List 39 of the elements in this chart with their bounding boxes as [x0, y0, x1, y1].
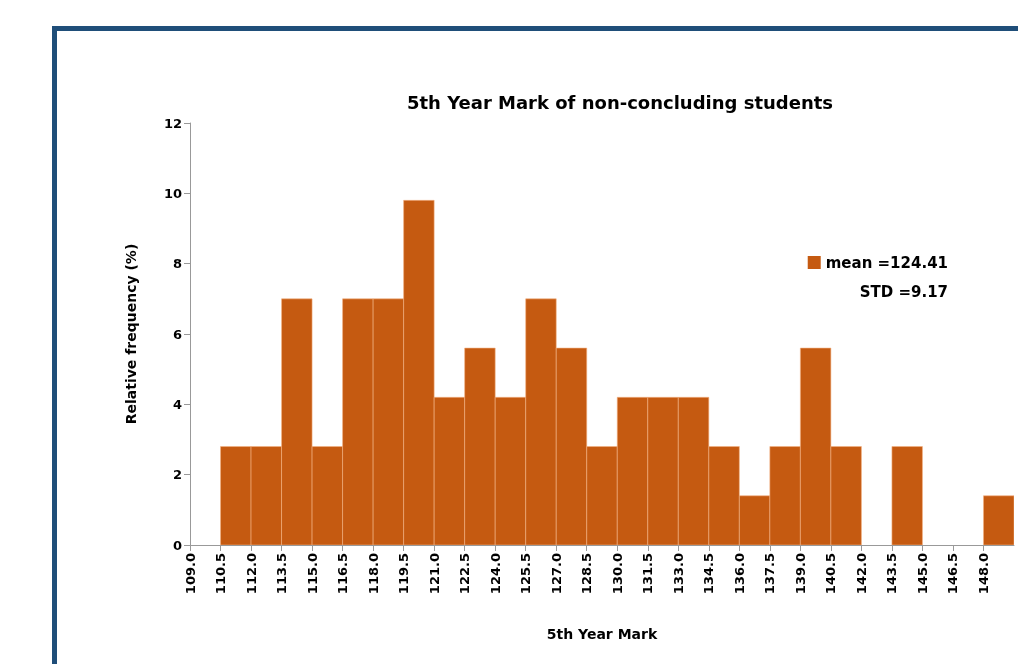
x-tick-label: 116.5: [335, 553, 351, 595]
x-tick-label: 145.0: [914, 553, 930, 595]
x-tick-label: 127.0: [548, 553, 564, 595]
x-tick-label: 136.0: [731, 553, 747, 595]
y-tick-label: 0: [172, 537, 182, 553]
y-tick-label: 12: [163, 115, 182, 131]
chart-title: 5th Year Mark of non-concluding students: [406, 91, 834, 113]
y-tick-label: 10: [163, 185, 182, 201]
x-tick-label: 115.0: [304, 553, 320, 595]
x-tick-label: 112.0: [243, 553, 259, 595]
x-tick-label: 109.0: [182, 553, 198, 595]
x-tick-label: 119.5: [396, 553, 412, 595]
x-tick-label: 130.0: [609, 553, 625, 595]
x-tick-label: 128.5: [579, 553, 595, 595]
x-tick-label: 146.5: [945, 553, 961, 595]
x-tick-label: 142.0: [853, 553, 869, 595]
y-axis-title: Relative frequency (%): [123, 243, 139, 425]
x-tick-label: 124.0: [487, 553, 503, 595]
y-tick-label: 2: [172, 467, 182, 483]
x-tick-label: 113.5: [274, 553, 290, 595]
x-tick-label: 121.0: [426, 553, 442, 595]
x-tick-label: 148.0: [975, 553, 991, 595]
x-tick-label: 118.0: [365, 553, 381, 595]
x-tick-label: 140.5: [823, 553, 839, 595]
annotation: STD =9.17: [859, 282, 949, 301]
x-tick-label: 131.5: [640, 553, 656, 595]
x-tick-label: 134.5: [701, 553, 717, 595]
y-tick-label: 8: [172, 256, 182, 272]
x-axis-title: 5th Year Mark: [546, 626, 658, 642]
x-tick-label: 122.5: [457, 553, 473, 595]
x-tick-label: 139.0: [792, 553, 808, 595]
legend-label: mean =124.41: [825, 253, 948, 272]
x-tick-label: 110.5: [213, 553, 229, 595]
y-tick-label: 4: [172, 396, 182, 412]
y-tick-label: 6: [172, 326, 182, 342]
x-tick-label: 125.5: [518, 553, 534, 595]
x-tick-label: 143.5: [884, 553, 900, 595]
x-tick-label: 133.0: [670, 553, 686, 595]
x-tick-label: 137.5: [762, 553, 778, 595]
